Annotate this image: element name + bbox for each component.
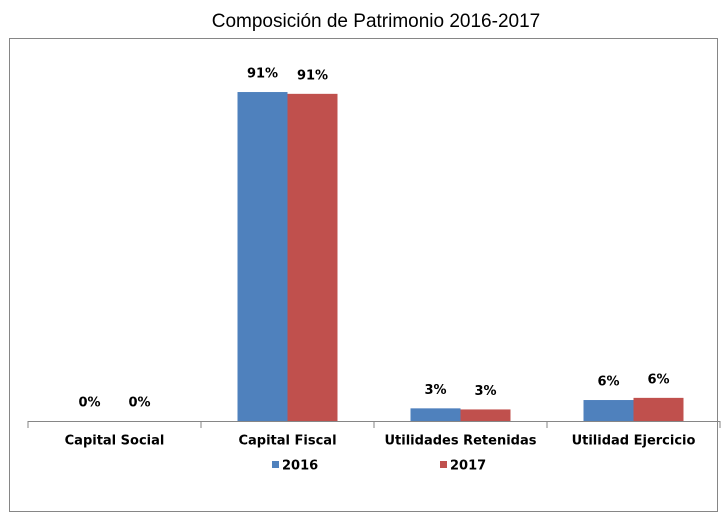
x-tick-label: Utilidades Retenidas	[385, 434, 537, 449]
legend-label: 2016	[282, 459, 318, 474]
legend-swatch	[272, 461, 279, 468]
bar	[410, 408, 461, 421]
chart-border	[9, 38, 718, 512]
x-tick-label: Capital Fiscal	[238, 434, 336, 449]
data-label: 91%	[297, 68, 328, 83]
bar	[583, 400, 634, 421]
data-label: 0%	[128, 396, 150, 411]
data-label: 6%	[597, 375, 619, 390]
data-label: 3%	[424, 383, 446, 398]
data-label: 91%	[247, 67, 278, 82]
chart-title: Composición de Patrimonio 2016-2017	[212, 11, 540, 32]
bar	[633, 397, 684, 421]
data-label: 6%	[647, 372, 669, 387]
data-label: 3%	[474, 384, 496, 399]
bar	[287, 93, 338, 421]
x-tick-label: Capital Social	[65, 434, 165, 449]
data-label: 0%	[78, 396, 100, 411]
x-tick-label: Utilidad Ejercicio	[572, 434, 696, 449]
bar	[460, 409, 511, 421]
legend-swatch	[440, 461, 447, 468]
legend-label: 2017	[450, 459, 486, 474]
bar	[237, 92, 288, 421]
